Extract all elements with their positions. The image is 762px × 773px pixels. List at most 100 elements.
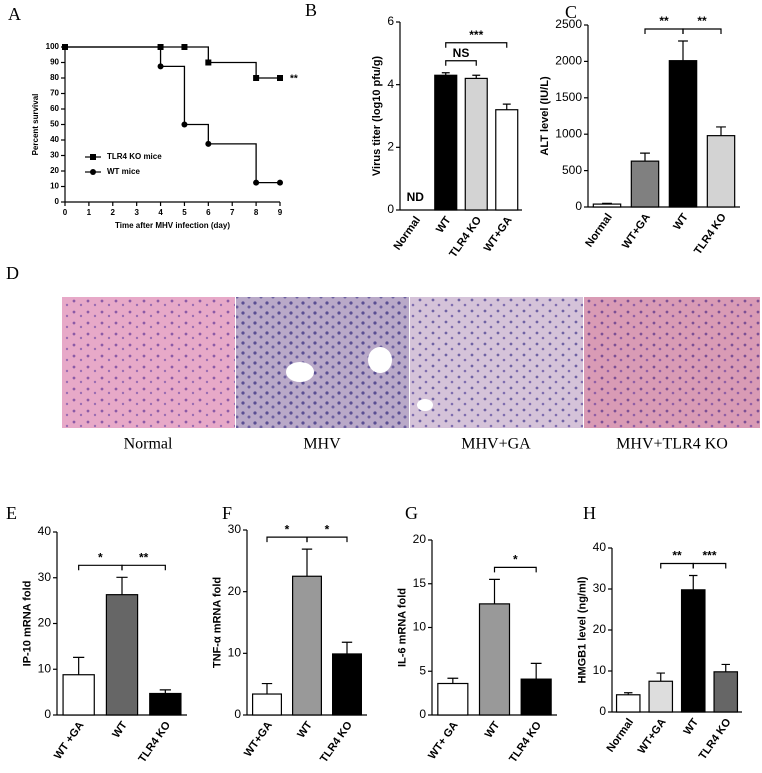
y-axis-label: IL-6 mRNA fold bbox=[397, 588, 409, 667]
y-axis-label: TNF-α mRNA fold bbox=[212, 577, 224, 668]
x-tick-label: TLR4 KO bbox=[136, 719, 173, 765]
caption: MHV+TLR4 KO bbox=[616, 436, 728, 453]
y-tick-label: 2000 bbox=[555, 54, 582, 68]
x-tick-label: WT +GA bbox=[52, 719, 87, 761]
survival-step bbox=[208, 61, 257, 78]
marker bbox=[277, 75, 283, 81]
vessel bbox=[368, 347, 392, 373]
x-tick-label: WT bbox=[671, 211, 691, 232]
panel-label: G bbox=[405, 503, 418, 523]
y-tick-label: 30 bbox=[38, 570, 52, 584]
bar bbox=[630, 160, 660, 208]
y-tick-label: 30 bbox=[593, 581, 607, 595]
y-tick-label: 70 bbox=[50, 89, 59, 98]
error-bar bbox=[656, 672, 665, 682]
y-tick-label: 0 bbox=[575, 199, 582, 213]
x-tick-label: 2 bbox=[111, 208, 116, 217]
y-tick-label: 4 bbox=[387, 77, 394, 91]
y-tick-label: 50 bbox=[50, 120, 59, 129]
bar bbox=[252, 693, 283, 716]
y-tick-label: 1500 bbox=[555, 90, 582, 104]
x-tick-label: WT bbox=[110, 719, 130, 740]
y-tick-label: 20 bbox=[413, 532, 427, 546]
value-label: ND bbox=[407, 190, 425, 204]
y-tick-label: 20 bbox=[38, 616, 52, 630]
survival-step bbox=[184, 123, 209, 144]
significance-bracket bbox=[445, 42, 508, 48]
y-tick-label: 100 bbox=[46, 42, 60, 51]
significance-label: ** bbox=[659, 14, 669, 28]
x-tick-label: WT bbox=[681, 716, 701, 737]
significance-label: ** bbox=[697, 14, 707, 28]
y-tick-label: 10 bbox=[413, 620, 427, 634]
marker bbox=[277, 179, 283, 186]
x-tick-label: WT+GA bbox=[482, 214, 515, 254]
legend-label: WT mice bbox=[107, 167, 140, 176]
error-bar bbox=[159, 689, 171, 694]
y-tick-label: 30 bbox=[228, 522, 242, 536]
panel-label: F bbox=[222, 503, 232, 523]
x-axis-label: Time after MHV infection (day) bbox=[115, 221, 230, 230]
error-bar bbox=[116, 576, 128, 595]
y-tick-label: 15 bbox=[413, 576, 427, 590]
error-bar bbox=[640, 152, 650, 162]
significance-label: *** bbox=[469, 28, 483, 42]
bar bbox=[149, 692, 182, 716]
error-bar bbox=[689, 574, 698, 590]
y-tick-label: 2 bbox=[387, 140, 394, 154]
x-tick-label: 1 bbox=[87, 208, 92, 217]
significance-bracket bbox=[78, 564, 123, 571]
significance-label: *** bbox=[702, 549, 716, 563]
significance-label: ** bbox=[672, 549, 682, 563]
x-tick-label: WT bbox=[295, 719, 315, 740]
bar bbox=[437, 682, 469, 716]
y-tick-label: 10 bbox=[38, 661, 52, 675]
y-tick-label: 6 bbox=[387, 14, 394, 28]
error-bar bbox=[624, 692, 633, 695]
error-bar bbox=[489, 578, 500, 604]
bar bbox=[668, 60, 698, 208]
x-tick-label: Normal bbox=[605, 717, 637, 755]
panel-label: E bbox=[6, 503, 17, 523]
y-tick-label: 20 bbox=[593, 622, 607, 636]
x-tick-label: WT bbox=[434, 214, 454, 235]
x-tick-label: WT bbox=[483, 719, 503, 740]
y-axis-label: IP-10 mRNA fold bbox=[22, 581, 34, 667]
x-tick-label: 3 bbox=[134, 208, 139, 217]
y-axis-label: Percent survival bbox=[31, 94, 40, 156]
significance-label: ** bbox=[139, 550, 149, 564]
x-tick-label: WT+GA bbox=[620, 211, 653, 251]
histology-image bbox=[410, 297, 583, 428]
caption: MHV bbox=[303, 436, 341, 453]
significance-bracket bbox=[692, 562, 727, 569]
error-bar bbox=[530, 662, 542, 680]
error-bar bbox=[341, 641, 353, 654]
vessel bbox=[417, 399, 433, 411]
y-tick-label: 30 bbox=[50, 151, 59, 160]
error-bar bbox=[73, 656, 85, 675]
bar bbox=[680, 589, 706, 713]
y-tick-label: 10 bbox=[50, 182, 59, 191]
bar bbox=[592, 203, 622, 208]
bar bbox=[434, 74, 458, 211]
x-tick-label: 0 bbox=[63, 208, 68, 217]
x-tick-label: TLR4 KO bbox=[507, 719, 544, 765]
error-bar bbox=[716, 126, 726, 136]
y-tick-label: 2500 bbox=[555, 17, 582, 31]
y-tick-label: 10 bbox=[228, 646, 242, 660]
significance-label: * bbox=[285, 522, 290, 536]
significance-label: * bbox=[513, 553, 518, 567]
y-tick-label: 0 bbox=[419, 707, 426, 721]
significance-label: * bbox=[325, 522, 330, 536]
x-tick-label: Normal bbox=[392, 215, 424, 253]
error-bar bbox=[721, 663, 730, 672]
significance-bracket bbox=[660, 562, 694, 569]
bar bbox=[713, 671, 739, 713]
error-bar bbox=[502, 103, 511, 110]
bar bbox=[478, 603, 511, 716]
significance-label: * bbox=[98, 550, 103, 564]
x-tick-label: WT+GA bbox=[636, 716, 669, 756]
y-tick-label: 0 bbox=[55, 197, 60, 206]
caption: MHV+GA bbox=[461, 436, 531, 453]
